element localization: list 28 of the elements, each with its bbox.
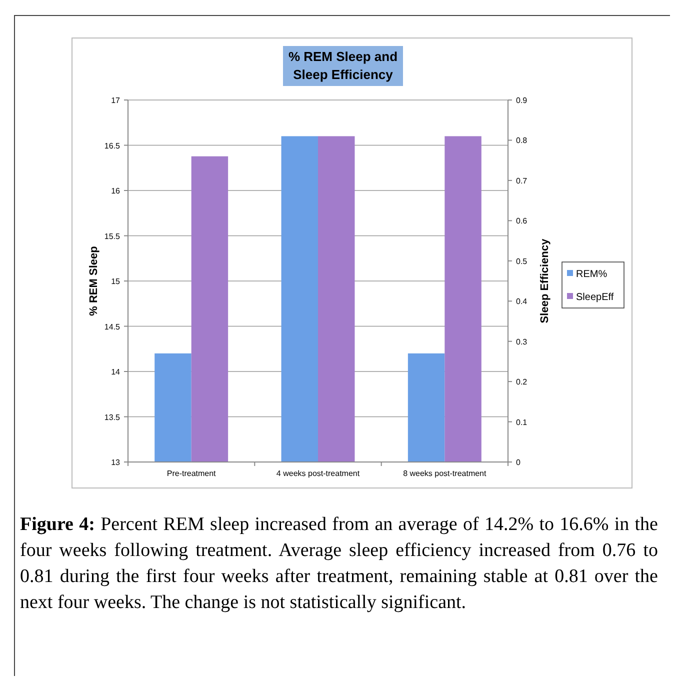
y-tick-label: 16.5	[104, 141, 121, 150]
y-tick-label: 13	[111, 458, 121, 467]
y2-tick-label: 0.3	[516, 337, 528, 346]
y-tick-label: 17	[111, 96, 121, 105]
y-axis-title: % REM Sleep	[88, 246, 100, 316]
y2-tick-label: 0.6	[516, 216, 528, 226]
y-tick-label: 15	[111, 277, 121, 286]
y2-tick-label: 0	[516, 458, 521, 467]
y-tick-label: 14.5	[104, 322, 121, 332]
legend-label: REM%	[576, 269, 608, 280]
y2-tick-label: 0.1	[516, 418, 528, 427]
caption: Figure 4: Percent REM sleep increased from an average of 14.2% to 16.6% in the four weeks following treatment. Average sleep efficiency increased from 0.76 to 0.81 during the first four weeks after treatment, remaining stable at 0.81 over the next four weeks. The change is not statistically significant.	[20, 513, 658, 615]
y2-tick-label: 0.9	[516, 96, 528, 105]
y2-tick-label: 0.5	[516, 256, 528, 266]
y-tick-label: 15.5	[104, 232, 121, 241]
x-tick-label: 8 weeks post-treatment	[403, 469, 488, 478]
y2-tick-label: 0.2	[516, 378, 528, 387]
y-tick-label: 13.5	[104, 412, 121, 422]
chart-title: % REM Sleep and Sleep Efficiency	[288, 49, 398, 82]
y2-tick-label: 0.4	[516, 297, 528, 306]
y-tick-label: 14	[111, 368, 121, 376]
x-tick-label: 4 weeks post-treatment	[276, 469, 360, 478]
x-tick-label: Pre-treatment	[166, 469, 217, 478]
y2-tick-label: 0.7	[516, 176, 528, 186]
legend-label: SleepEff	[576, 292, 614, 303]
y-tick-label: 16	[111, 186, 121, 196]
y2-axis-title: Sleep Efficiency	[539, 238, 551, 324]
y2-tick-label: 0.8	[516, 136, 528, 146]
